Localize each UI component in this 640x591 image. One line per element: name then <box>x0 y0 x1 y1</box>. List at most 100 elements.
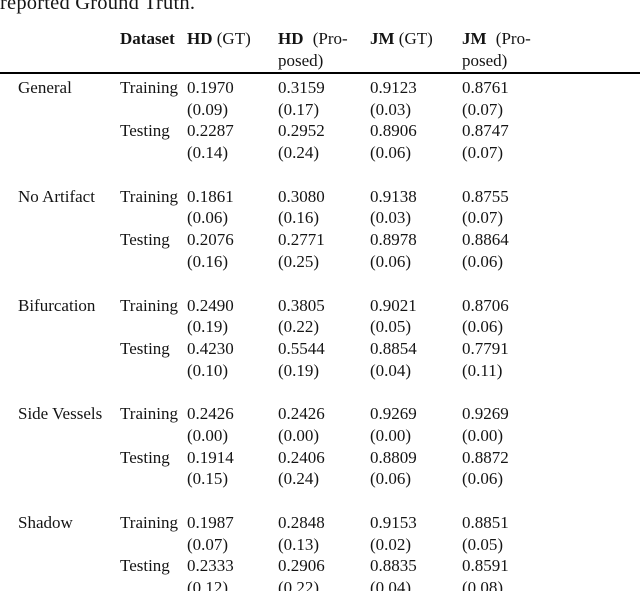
metric-cell: 0.9123 (0.03) <box>370 73 462 120</box>
metric-value: 0.2906 <box>278 556 325 576</box>
metric-cell: 0.8747 (0.07) <box>462 120 640 163</box>
metric-cell: 0.2490 (0.19) <box>187 295 278 338</box>
metric-std: (0.15) <box>187 469 229 489</box>
split-label: Training <box>120 404 178 424</box>
table-row: Testing 0.2076 (0.16) 0.2771 (0.25) 0.8978… <box>0 229 640 272</box>
metric-value: 0.8755 <box>462 186 509 206</box>
metric-value: 0.8591 <box>462 556 509 576</box>
split-label: Training <box>120 186 178 206</box>
metric-cell: 0.8761 (0.07) <box>462 73 640 120</box>
metric-std: (0.06) <box>462 251 504 271</box>
metric-value: 0.4230 <box>187 338 234 358</box>
metric-cell: 0.8851 (0.05) <box>462 512 640 555</box>
table-row: Testing 0.1914 (0.15) 0.2406 (0.24) 0.8809… <box>0 447 640 490</box>
table-row: Testing 0.2287 (0.14) 0.2952 (0.24) 0.8906… <box>0 120 640 163</box>
metric-cell: 0.8809 (0.06) <box>370 447 462 490</box>
metric-std: (0.16) <box>278 208 320 228</box>
results-table: Dataset HD (GT) HD (Pro-posed) JM (GT) J… <box>0 28 640 591</box>
metric-value: 0.5544 <box>278 338 325 358</box>
metric-std: (0.07) <box>462 143 504 163</box>
metric-cell: 0.9138 (0.03) <box>370 186 462 229</box>
category-label: Side Vessels <box>18 404 103 424</box>
col-header-jm-gt: JM (GT) <box>370 28 462 73</box>
category-empty <box>0 447 120 490</box>
metric-cell: 0.8835 (0.04) <box>370 555 462 591</box>
metric-std: (0.00) <box>462 425 504 445</box>
category-empty <box>0 555 120 591</box>
metric-cell: 0.8591 (0.08) <box>462 555 640 591</box>
metric-std: (0.03) <box>370 208 412 228</box>
metric-value: 0.2952 <box>278 121 325 141</box>
metric-cell: 0.1987 (0.07) <box>187 512 278 555</box>
metric-value: 0.2287 <box>187 121 234 141</box>
metric-cell: 0.8706 (0.06) <box>462 295 640 338</box>
metric-value: 0.1914 <box>187 447 234 467</box>
metric-std: (0.14) <box>187 143 229 163</box>
metric-cell: 0.8755 (0.07) <box>462 186 640 229</box>
metric-value: 0.2333 <box>187 556 234 576</box>
metric-value: 0.2076 <box>187 230 234 250</box>
split-label: Training <box>120 78 178 97</box>
metric-value: 0.8872 <box>462 447 509 467</box>
metric-value: 0.8851 <box>462 513 509 532</box>
metric-value: 0.7791 <box>462 338 509 358</box>
metric-value: 0.3805 <box>278 295 325 315</box>
split-label: Testing <box>120 556 170 576</box>
metric-std: (0.10) <box>187 360 229 380</box>
metric-cell: 0.2848 (0.13) <box>278 512 370 555</box>
category-empty <box>0 229 120 272</box>
section-spacer <box>0 490 640 512</box>
metric-std: (0.19) <box>187 317 229 337</box>
split-label: Training <box>120 513 178 532</box>
metric-std: (0.09) <box>187 99 229 119</box>
col-header-jm-proposed-variant: (Pro- <box>495 29 531 48</box>
metric-std: (0.07) <box>187 534 229 554</box>
metric-std: (0.04) <box>370 578 412 591</box>
metric-std: (0.06) <box>187 208 229 228</box>
col-header-hd-proposed-metric: HD <box>278 29 304 48</box>
metric-std: (0.25) <box>278 251 320 271</box>
metric-cell: 0.1861 (0.06) <box>187 186 278 229</box>
metric-cell: 0.3080 (0.16) <box>278 186 370 229</box>
metric-cell: 0.2406 (0.24) <box>278 447 370 490</box>
table-row: No Artifact Training 0.1861 (0.06) 0.3080… <box>0 186 640 229</box>
metric-cell: 0.4230 (0.10) <box>187 338 278 381</box>
metric-std: (0.06) <box>370 251 412 271</box>
col-header-jm-gt-variant: (GT) <box>398 29 433 48</box>
metric-std: (0.24) <box>278 469 320 489</box>
metric-cell: 0.9153 (0.02) <box>370 512 462 555</box>
metric-cell: 0.1970 (0.09) <box>187 73 278 120</box>
col-header-hd-gt: HD (GT) <box>187 28 278 73</box>
spacer-cell <box>0 164 640 186</box>
split-label: Testing <box>120 230 170 250</box>
section-spacer <box>0 164 640 186</box>
metric-value: 0.1861 <box>187 186 234 206</box>
metric-value: 0.9269 <box>370 404 417 424</box>
metric-value: 0.8809 <box>370 447 417 467</box>
metric-std: (0.24) <box>278 143 320 163</box>
metric-cell: 0.9269 (0.00) <box>370 403 462 446</box>
metric-std: (0.04) <box>370 360 412 380</box>
metric-value: 0.2406 <box>278 447 325 467</box>
split-label: Training <box>120 295 178 315</box>
metric-value: 0.9138 <box>370 186 417 206</box>
metric-cell: 0.8906 (0.06) <box>370 120 462 163</box>
metric-std: (0.07) <box>462 208 504 228</box>
metric-value: 0.9269 <box>462 404 509 424</box>
category-label: Bifurcation <box>18 295 96 315</box>
col-header-dataset-label: Dataset <box>120 29 175 48</box>
header-empty-cell <box>0 28 120 73</box>
col-header-jm-proposed-metric: JM <box>462 29 487 48</box>
metric-std: (0.22) <box>278 578 320 591</box>
metric-cell: 0.3159 (0.17) <box>278 73 370 120</box>
metric-std: (0.00) <box>278 425 320 445</box>
metric-cell: 0.2076 (0.16) <box>187 229 278 272</box>
metric-value: 0.8978 <box>370 230 417 250</box>
spacer-cell <box>0 490 640 512</box>
metric-cell: 0.2333 (0.12) <box>187 555 278 591</box>
metric-std: (0.17) <box>278 99 320 119</box>
col-header-hd-proposed-variant: (Pro- <box>312 29 348 48</box>
metric-cell: 0.9269 (0.00) <box>462 403 640 446</box>
metric-cell: 0.8978 (0.06) <box>370 229 462 272</box>
metric-std: (0.19) <box>278 360 320 380</box>
